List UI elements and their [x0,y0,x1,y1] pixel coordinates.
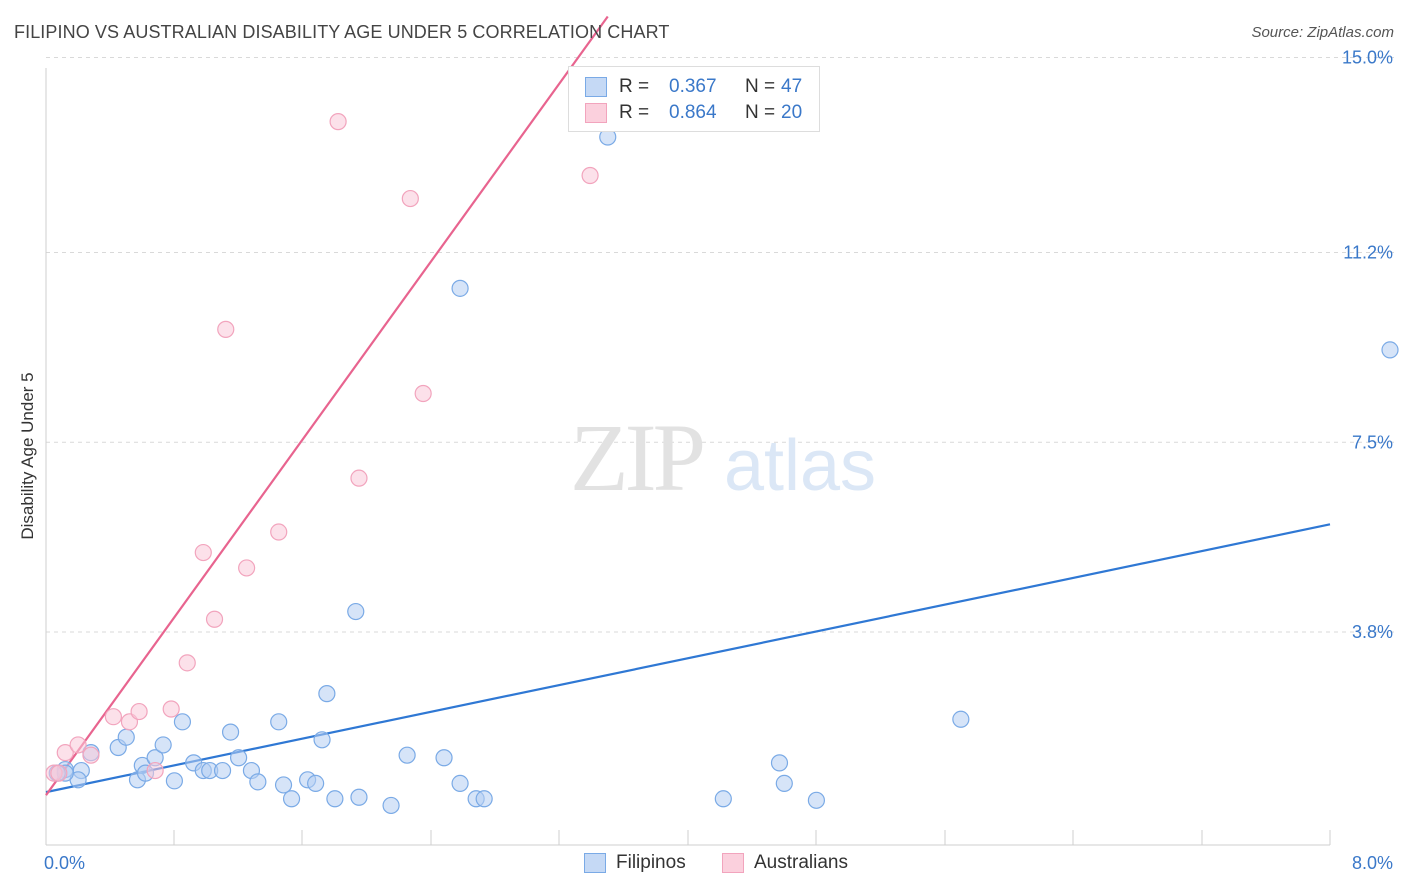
filipinos-point [154,736,172,754]
australians-point [69,736,87,754]
filipinos-point [326,790,344,808]
filipinos-point [451,279,469,297]
r-value: 0.864 [669,102,717,123]
x-tick-label: 0.0% [44,853,85,873]
australians-point [50,764,68,782]
filipinos-point [249,773,267,791]
watermark-atlas: atlas [724,426,876,506]
filipinos-point [307,774,325,792]
y-tick-label: 11.2% [1343,242,1393,262]
filipinos-point [714,790,732,808]
y-tick-label: 7.5% [1352,432,1393,452]
r-label: R = [619,102,650,123]
filipinos-point [475,790,493,808]
n-value: 20 [781,102,803,123]
australians-point [82,746,100,764]
filipinos-trend-line [45,523,1331,794]
filipinos-point [274,776,293,794]
australians-swatch [585,103,607,123]
filipinos-point [350,788,368,806]
australians-point [581,166,599,185]
filipinos-point [213,761,232,780]
filipinos-point [117,728,135,746]
filipinos-point [770,754,789,772]
y-axis-label: Disability Age Under 5 [18,372,37,540]
filipinos-point [230,749,248,767]
axes [45,68,1331,846]
australians-point [414,384,432,403]
australians-point [350,469,368,487]
filipinos-point [347,602,365,621]
filipinos-swatch [585,77,607,97]
australians-point [401,189,419,208]
australians-point [104,708,123,726]
trend-lines [45,15,1331,796]
australians-swatch [722,853,744,873]
legend-label: Australians [754,852,848,873]
n-value: 47 [781,76,803,97]
filipinos-point [1381,341,1399,359]
filipinos-point [807,791,826,809]
filipinos-point [165,772,183,790]
filipinos-point [382,796,400,815]
filipinos-point [435,749,453,767]
filipinos-point [173,713,192,731]
r-label: R = [619,76,650,97]
australians-point [238,559,256,577]
filipinos-point [952,710,970,728]
filipinos-point [270,713,288,731]
australians-point [329,113,347,131]
filipinos-point [282,790,301,808]
y-tick-label: 3.8% [1352,622,1393,642]
filipinos-point [318,685,336,703]
australians-point [217,320,235,338]
australians-point [146,761,164,780]
australians-point [130,702,148,721]
australians-point [270,523,288,541]
australians-point [205,610,224,628]
tick-labels: 3.8% 7.5% 11.2% 15.0% 0.0% 8.0% [44,48,1393,874]
filipinos-point [775,774,793,792]
australians-point [162,700,180,718]
filipinos-swatch [584,853,606,873]
n-label: N = [745,76,776,97]
australians-point [178,654,196,672]
legend-label: Filipinos [616,852,686,873]
chart-title: FILIPINO VS AUSTRALIAN DISABILITY AGE UN… [14,22,670,42]
data-points [45,113,1399,815]
australians-point [56,744,74,762]
australians-point [194,543,212,562]
watermark-zip: ZIP [570,404,703,511]
n-label: N = [745,102,776,123]
filipinos-point [313,731,331,749]
australians-trend-line [45,15,609,796]
filipinos-point [398,746,416,764]
filipinos-point [451,774,469,792]
watermark: ZIP atlas [570,404,876,511]
source-label: Source: ZipAtlas.com [1251,24,1394,41]
filipinos-point [221,723,240,741]
gridlines [46,57,1395,633]
stats-legend: R = 0.367 N = 47 R = 0.864 N = 20 [568,66,820,132]
x-tick-label: 8.0% [1352,853,1393,873]
r-value: 0.367 [669,76,717,97]
y-tick-label: 15.0% [1342,48,1393,68]
